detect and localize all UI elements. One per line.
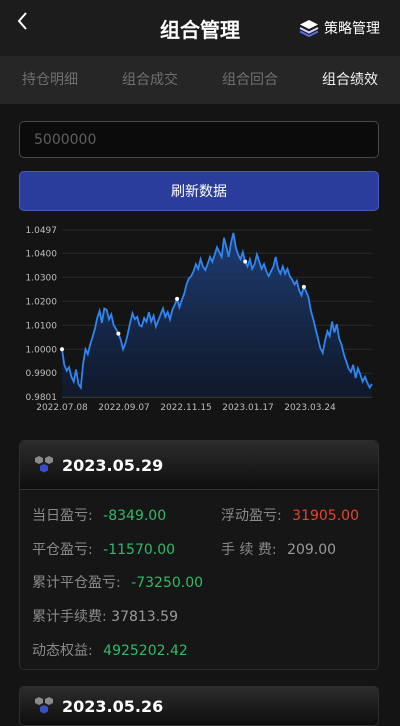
- day-pnl-value: -8349.00: [103, 508, 167, 524]
- equity-value: 4925202.42: [103, 643, 188, 659]
- close-pnl-label: 平仓盈亏:: [32, 542, 93, 558]
- float-pnl-value: 31905.00: [292, 508, 359, 524]
- strategy-manage-label: 策略管理: [324, 21, 380, 37]
- refresh-data-button[interactable]: 刷新数据: [19, 171, 379, 211]
- fee-value: 209.00: [287, 542, 337, 558]
- cum-fee-value: 37813.59: [111, 609, 178, 625]
- y-tick-label: 1.0497: [26, 226, 58, 236]
- tab-rounds[interactable]: 组合回合: [222, 72, 278, 88]
- equity-area: [62, 232, 372, 397]
- record-date: 2023.05.29: [62, 455, 164, 475]
- y-tick-label: 0.9900: [26, 369, 58, 379]
- close-pnl-row: 平仓盈亏: -11570.00: [32, 539, 175, 559]
- record-date: 2023.05.26: [62, 696, 164, 716]
- daily-record-card-next: 2023.05.26: [19, 686, 379, 726]
- data-point-marker: [60, 347, 64, 352]
- tab-trades[interactable]: 组合成交: [122, 72, 178, 88]
- x-tick-label: 2022.07.08: [36, 403, 88, 413]
- day-pnl-row: 当日盈亏: -8349.00: [32, 505, 166, 525]
- daily-record-card: 2023.05.29 当日盈亏: -8349.00 浮动盈亏: 31905.00…: [19, 440, 379, 670]
- equity-row: 动态权益: 4925202.42: [32, 640, 188, 660]
- float-pnl-label: 浮动盈亏:: [221, 508, 282, 524]
- close-pnl-value: -11570.00: [103, 542, 176, 558]
- data-point-marker: [243, 259, 248, 264]
- cum-fee-row: 累计手续费: 37813.59: [32, 606, 178, 626]
- data-point-marker: [116, 331, 121, 336]
- record-card-header: 2023.05.29: [20, 441, 378, 490]
- layers-icon: [299, 20, 319, 38]
- equity-line: [61, 232, 373, 391]
- cubes-icon: [35, 456, 53, 473]
- x-tick-label: 2022.11.15: [160, 403, 212, 413]
- cum-close-pnl-row: 累计平仓盈亏: -73250.00: [32, 572, 203, 592]
- cum-close-pnl-value: -73250.00: [131, 575, 204, 591]
- cubes-icon: [35, 697, 53, 714]
- equity-label: 动态权益:: [32, 643, 93, 659]
- tab-positions[interactable]: 持仓明细: [22, 72, 78, 88]
- page-title: 组合管理: [160, 18, 240, 42]
- fee-row: 手 续 费: 209.00: [221, 539, 336, 559]
- y-tick-label: 1.0400: [26, 249, 58, 259]
- data-point-marker: [175, 296, 180, 301]
- data-point-marker: [301, 284, 306, 289]
- equity-curve-chart: 1.0497 1.0400 1.0300 1.0200 1.0100 1.0000 0.99…: [26, 226, 373, 413]
- back-arrow-icon[interactable]: [12, 8, 34, 34]
- x-tick-label: 2022.09.07: [98, 403, 150, 413]
- y-tick-label: 1.0000: [26, 345, 58, 355]
- x-tick-label: 2023.01.17: [222, 403, 274, 413]
- y-tick-label: 1.0100: [26, 321, 58, 331]
- y-tick-label: 1.0300: [26, 273, 58, 283]
- tab-performance[interactable]: 组合绩效: [322, 72, 378, 88]
- day-pnl-label: 当日盈亏:: [32, 508, 93, 524]
- fee-label: 手 续 费:: [221, 542, 277, 558]
- top-bar: 组合管理 策略管理: [0, 0, 400, 56]
- strategy-manage-button[interactable]: 策略管理: [298, 17, 380, 39]
- tab-bar: 持仓明细 组合成交 组合回合 组合绩效: [0, 56, 400, 104]
- y-tick-label: 0.9801: [26, 393, 58, 403]
- x-tick-label: 2023.03.24: [284, 403, 336, 413]
- cum-fee-label: 累计手续费:: [32, 609, 107, 625]
- capital-input[interactable]: [19, 121, 379, 158]
- y-tick-label: 1.0200: [26, 297, 58, 307]
- float-pnl-row: 浮动盈亏: 31905.00: [221, 505, 359, 525]
- cum-close-pnl-label: 累计平仓盈亏:: [32, 575, 121, 591]
